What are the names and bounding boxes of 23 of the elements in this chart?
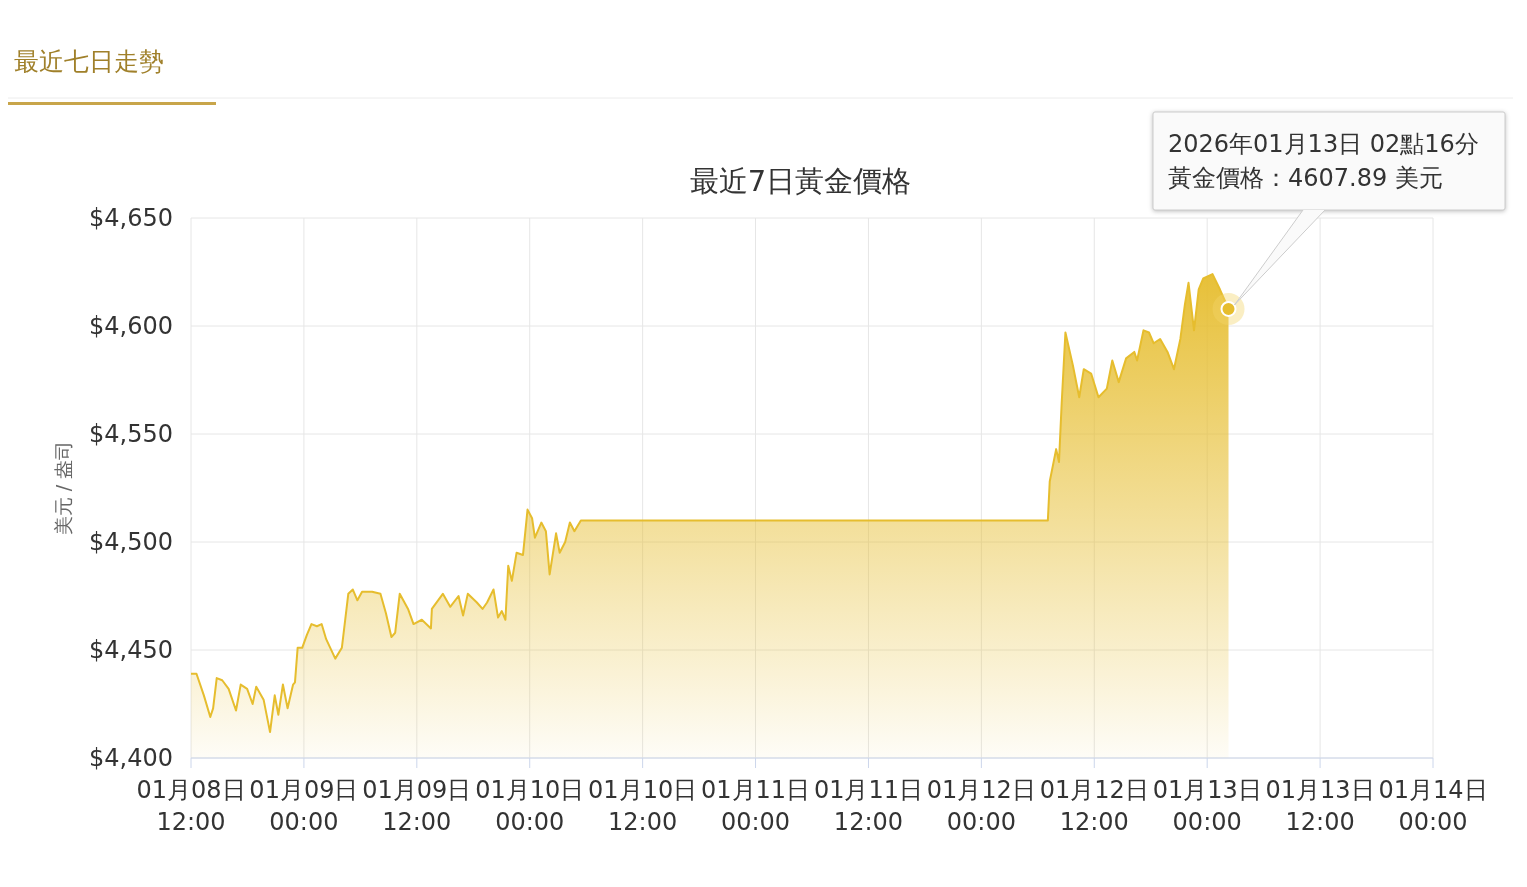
x-tick-label: 01月09日 12:00 [362, 776, 472, 836]
text: 黃金價格：4607.89 美元 [1168, 164, 1443, 192]
x-tick-label: 01月12日 00:00 [926, 776, 1036, 836]
text: 最近七日走勢 [14, 47, 164, 76]
x-tick-label: 01月14日 00:00 [1378, 776, 1488, 836]
x-tick-label: 01月10日 12:00 [588, 776, 698, 836]
y-tick-label: $4,400 [89, 744, 173, 772]
x-tick-label: 01月11日 12:00 [813, 776, 923, 836]
text: 2026年01月13日 02點16分 [1168, 130, 1479, 158]
y-tick-label: $4,500 [89, 528, 173, 556]
y-axis-title: 美元 / 盎司 [52, 440, 74, 536]
x-tick-label: 01月12日 12:00 [1039, 776, 1149, 836]
x-tick-label: 01月13日 00:00 [1152, 776, 1262, 836]
x-tick-label: 01月11日 00:00 [701, 776, 811, 836]
x-tick-label: 01月09日 00:00 [249, 776, 359, 836]
y-tick-label: $4,550 [89, 420, 173, 448]
chart-title: 最近7日黃金價格 [689, 164, 912, 198]
x-tick-label: 01月13日 12:00 [1265, 776, 1375, 836]
y-tick-label: $4,600 [89, 312, 173, 340]
y-tick-label: $4,450 [89, 636, 173, 664]
x-tick-label: 01月08日 12:00 [136, 776, 246, 836]
x-tick-label: 01月10日 00:00 [475, 776, 585, 836]
y-tick-label: $4,650 [89, 204, 173, 232]
